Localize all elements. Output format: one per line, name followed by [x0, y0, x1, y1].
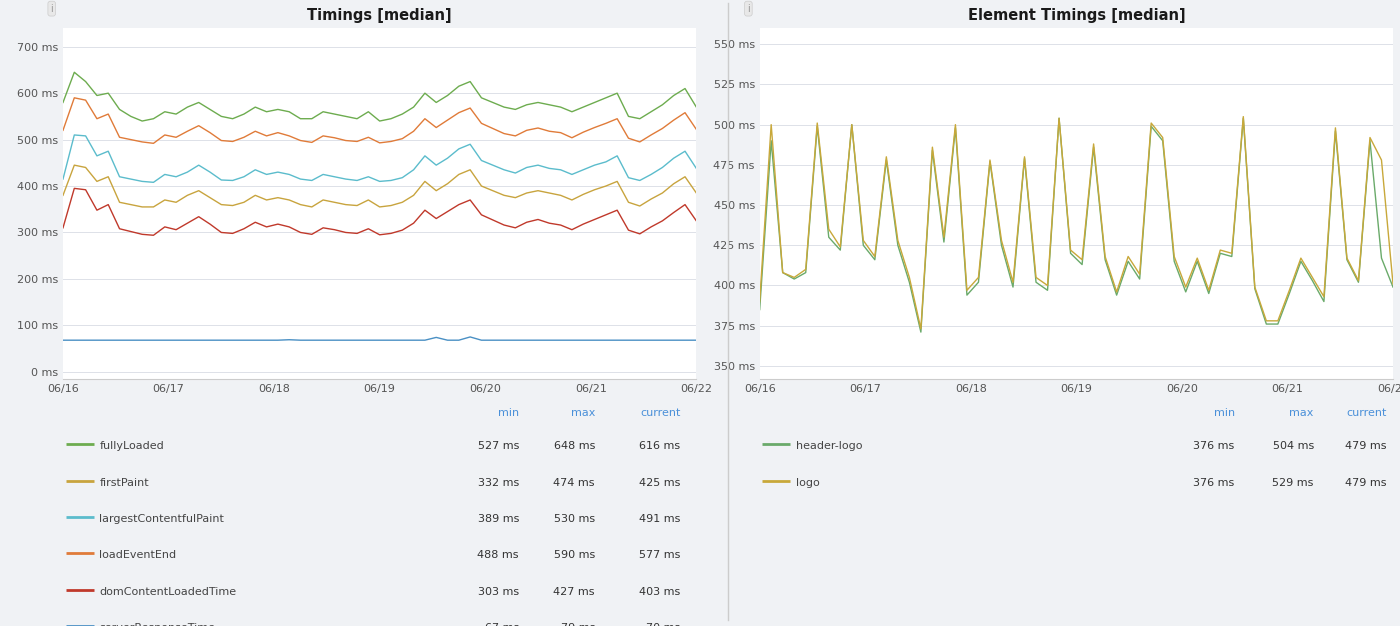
Text: 577 ms: 577 ms: [640, 550, 680, 560]
Text: 648 ms: 648 ms: [553, 441, 595, 451]
Text: 376 ms: 376 ms: [1193, 478, 1235, 488]
Text: 389 ms: 389 ms: [477, 514, 519, 524]
Text: i: i: [748, 4, 750, 14]
Text: firstPaint: firstPaint: [99, 478, 148, 488]
Text: 488 ms: 488 ms: [477, 550, 519, 560]
Text: i: i: [50, 4, 53, 14]
Text: 491 ms: 491 ms: [640, 514, 680, 524]
Text: 403 ms: 403 ms: [640, 587, 680, 597]
Text: current: current: [1347, 408, 1386, 418]
Text: 425 ms: 425 ms: [640, 478, 680, 488]
Text: max: max: [571, 408, 595, 418]
Text: current: current: [640, 408, 680, 418]
Text: 616 ms: 616 ms: [640, 441, 680, 451]
Title: Element Timings [median]: Element Timings [median]: [967, 8, 1186, 23]
Text: min: min: [498, 408, 519, 418]
Text: 376 ms: 376 ms: [1193, 441, 1235, 451]
Text: header-logo: header-logo: [797, 441, 862, 451]
Text: largestContentfulPaint: largestContentfulPaint: [99, 514, 224, 524]
Text: 529 ms: 529 ms: [1273, 478, 1313, 488]
Text: 479 ms: 479 ms: [1345, 478, 1386, 488]
Text: 303 ms: 303 ms: [477, 587, 519, 597]
Title: Timings [median]: Timings [median]: [308, 8, 452, 23]
Text: domContentLoadedTime: domContentLoadedTime: [99, 587, 237, 597]
Text: min: min: [1214, 408, 1235, 418]
Text: 527 ms: 527 ms: [477, 441, 519, 451]
Text: 427 ms: 427 ms: [553, 587, 595, 597]
Text: 67 ms: 67 ms: [484, 623, 519, 626]
Text: serverResponseTime: serverResponseTime: [99, 623, 216, 626]
Text: 332 ms: 332 ms: [477, 478, 519, 488]
Text: loadEventEnd: loadEventEnd: [99, 550, 176, 560]
Text: 479 ms: 479 ms: [1345, 441, 1386, 451]
Text: logo: logo: [797, 478, 820, 488]
Text: 70 ms: 70 ms: [647, 623, 680, 626]
Text: 530 ms: 530 ms: [554, 514, 595, 524]
Text: 590 ms: 590 ms: [554, 550, 595, 560]
Text: 504 ms: 504 ms: [1273, 441, 1313, 451]
Text: 474 ms: 474 ms: [553, 478, 595, 488]
Text: max: max: [1289, 408, 1313, 418]
Text: fullyLoaded: fullyLoaded: [99, 441, 164, 451]
Text: 79 ms: 79 ms: [560, 623, 595, 626]
